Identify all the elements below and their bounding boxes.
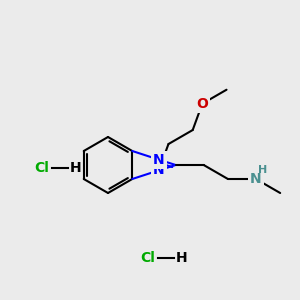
Text: H: H [70,161,82,175]
Text: N: N [250,172,262,186]
Text: H: H [258,165,268,175]
Text: N: N [153,153,165,167]
Text: N: N [153,163,165,177]
Text: Cl: Cl [34,161,50,175]
Text: H: H [176,251,188,265]
Text: Cl: Cl [141,251,155,265]
Text: O: O [196,97,208,111]
